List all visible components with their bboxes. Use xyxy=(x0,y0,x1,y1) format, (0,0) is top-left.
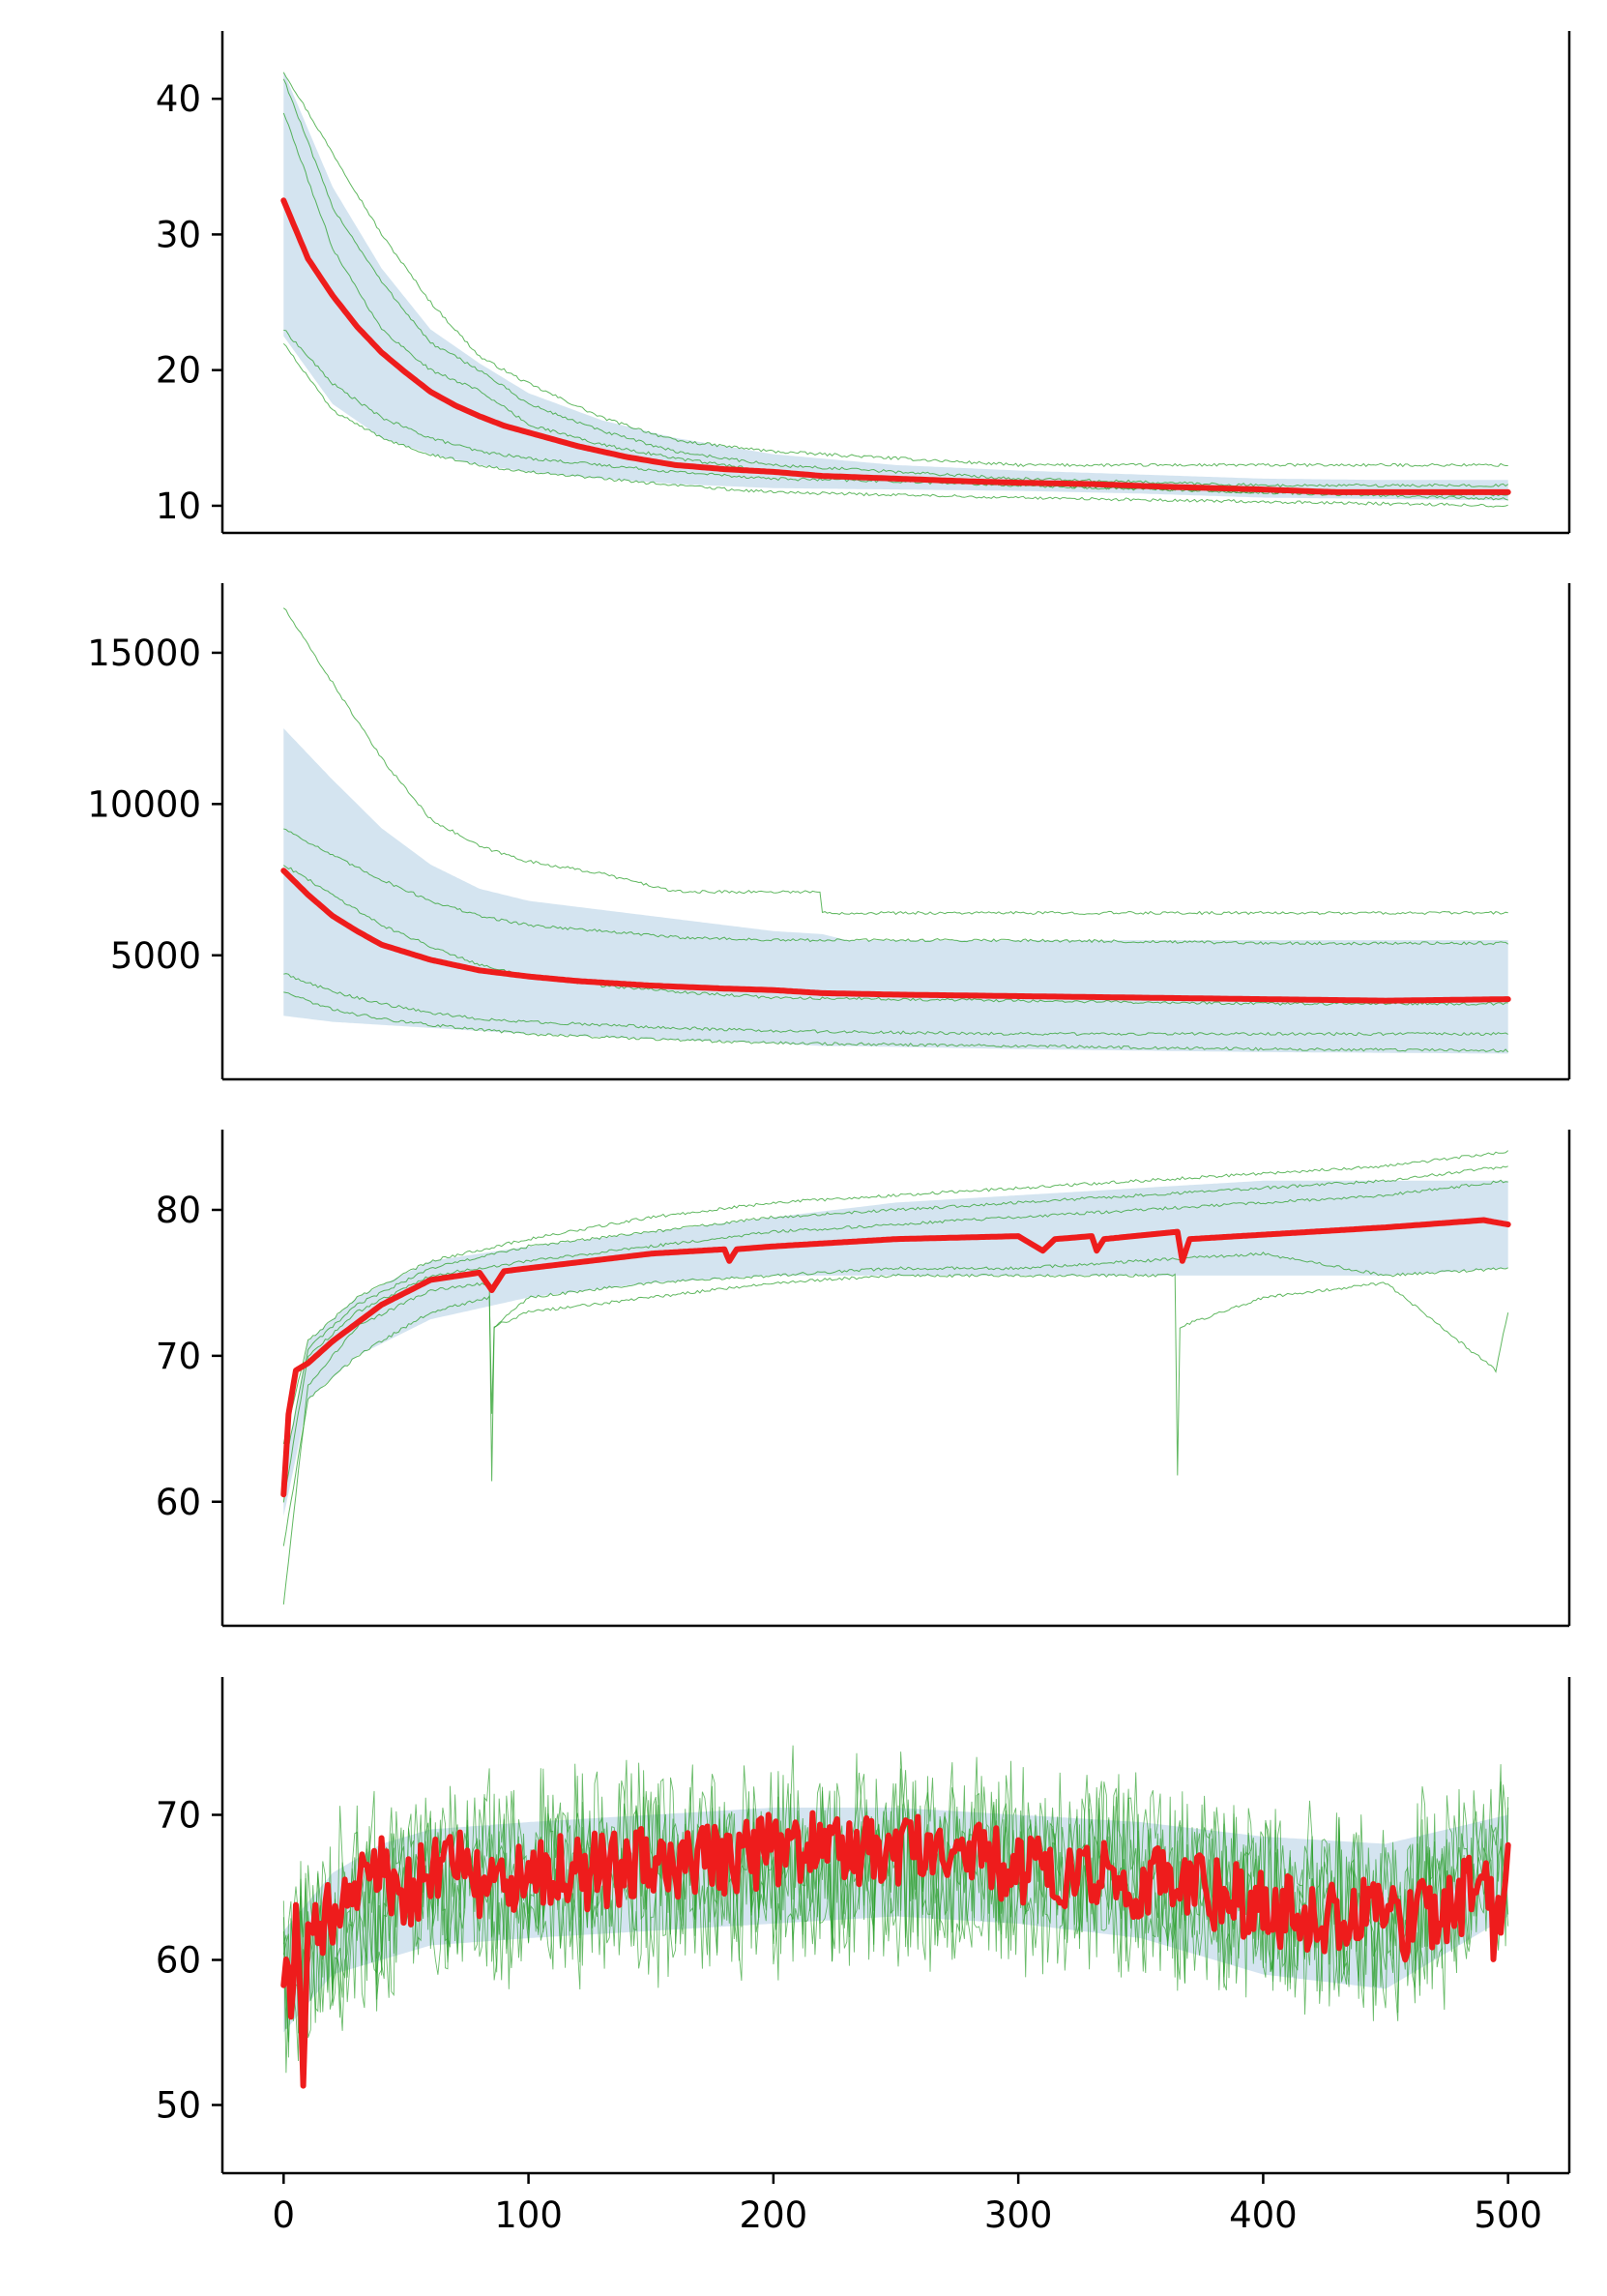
std-band xyxy=(283,1180,1508,1516)
mean-line xyxy=(280,197,1511,495)
y-tick-label: 10000 xyxy=(87,783,201,825)
x-tick-label: 300 xyxy=(984,2194,1053,2236)
panel-2: 5000 10000 15000 xyxy=(87,583,1571,1081)
x-tick-label: 0 xyxy=(273,2194,296,2236)
y-tick-label: 5000 xyxy=(110,935,201,977)
panel-1: 10 20 30 40 xyxy=(156,31,1571,535)
y-tick-label: 20 xyxy=(156,350,201,392)
y-tick-label: 10 xyxy=(156,486,201,527)
run-line-2 xyxy=(282,78,1508,488)
run-line-5 xyxy=(282,1273,1509,1546)
y-tick-label: 15000 xyxy=(87,633,201,674)
y-tick-label: 50 xyxy=(156,2085,201,2127)
plot-area xyxy=(280,607,1511,1054)
run-line-1 xyxy=(282,607,1508,916)
y-tick-label: 60 xyxy=(156,1482,201,1523)
x-tick-label: 400 xyxy=(1229,2194,1298,2236)
panel-4: 50 60 70 0 100 200 300 400 500 xyxy=(156,1677,1571,2236)
run-line-4 xyxy=(282,1763,1509,2062)
y-tick-label: 70 xyxy=(156,1336,201,1377)
run-line-4 xyxy=(283,973,1508,1037)
run-line-3 xyxy=(283,865,1508,1006)
x-tick-label: 200 xyxy=(740,2194,808,2236)
y-tick-label: 60 xyxy=(156,1940,201,1982)
y-tick-label: 30 xyxy=(156,214,201,255)
mean-line xyxy=(280,1810,1511,2089)
run-line-2 xyxy=(282,1165,1508,1474)
std-band xyxy=(283,728,1508,1054)
run-line-1 xyxy=(282,72,1508,468)
run-line-5 xyxy=(282,342,1508,508)
mean-line xyxy=(280,1217,1511,1498)
plot-area xyxy=(280,1745,1511,2089)
y-tick-label: 70 xyxy=(156,1795,201,1837)
run-line-5 xyxy=(283,991,1509,1053)
y-tick-label: 80 xyxy=(156,1190,201,1231)
plot-area xyxy=(280,1150,1511,1605)
run-line-1 xyxy=(282,1150,1509,1445)
run-line-2 xyxy=(283,828,1508,946)
x-tick-label: 100 xyxy=(494,2194,563,2236)
panel-3: 60 70 80 xyxy=(156,1130,1571,1628)
run-line-3 xyxy=(282,1756,1509,2074)
run-line-3 xyxy=(282,1179,1508,1503)
x-tick-label: 500 xyxy=(1474,2194,1542,2236)
plot-area xyxy=(280,72,1511,508)
std-band xyxy=(283,72,1508,501)
y-tick-label: 40 xyxy=(156,78,201,120)
mean-line xyxy=(280,868,1511,1004)
